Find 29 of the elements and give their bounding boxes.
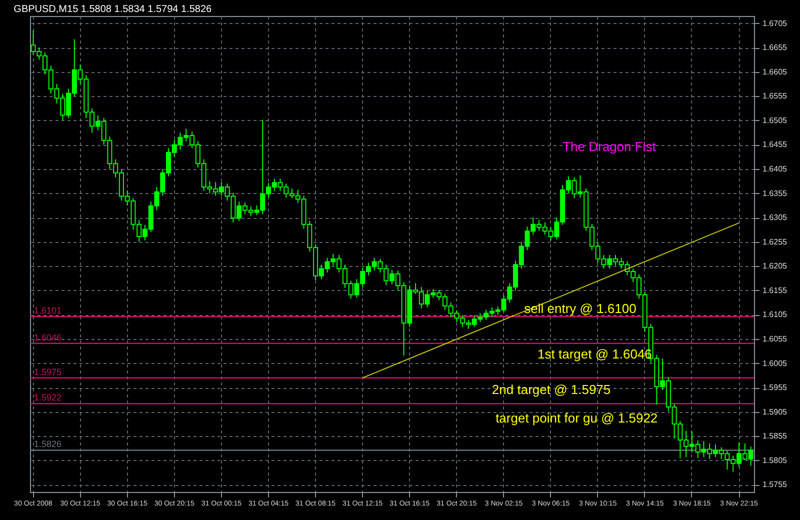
y-tick-label: 1.6055 [762,334,788,344]
y-tick-label: 1.5955 [762,383,788,392]
y-tick-label: 1.6305 [762,213,788,222]
y-tick-label: 1.6155 [762,286,788,295]
y-tick-label: 1.6455 [762,140,788,150]
ref-line-label: 1.5826 [34,439,62,450]
y-tick-label: 1.6555 [762,92,788,101]
y-tick-label: 1.6505 [762,116,788,125]
annotation: The Dragon Fist [562,138,656,154]
annotation: target point for gu @ 1.5922 [496,410,658,426]
y-tick-label: 1.6205 [762,262,788,271]
y-tick-label: 1.6005 [762,358,788,368]
y-tick-label: 1.5905 [762,407,788,416]
ref-line-label: 1.6101 [34,306,62,316]
y-tick-label: 1.5855 [762,432,788,441]
y-tick-label: 1.6105 [762,310,788,320]
y-tick-label: 1.5755 [762,480,788,490]
y-tick-label: 1.6605 [762,67,788,76]
y-tick-label: 1.6405 [762,164,788,174]
ref-line-label: 1.5975 [34,366,62,377]
ref-line-label: 1.6046 [34,332,62,342]
y-tick-label: 1.6255 [762,237,788,246]
y-tick-label: 1.5805 [762,456,788,465]
y-tick-label: 1.6705 [762,18,788,28]
y-tick-label: 1.6655 [762,43,788,52]
y-tick-label: 1.6355 [762,188,788,198]
chart-title: GBPUSD,M15 1.5808 1.5834 1.5794 1.5826 [14,4,212,15]
ref-line-label: 1.5922 [34,392,62,403]
annotation: 2nd target @ 1.5975 [492,382,611,397]
